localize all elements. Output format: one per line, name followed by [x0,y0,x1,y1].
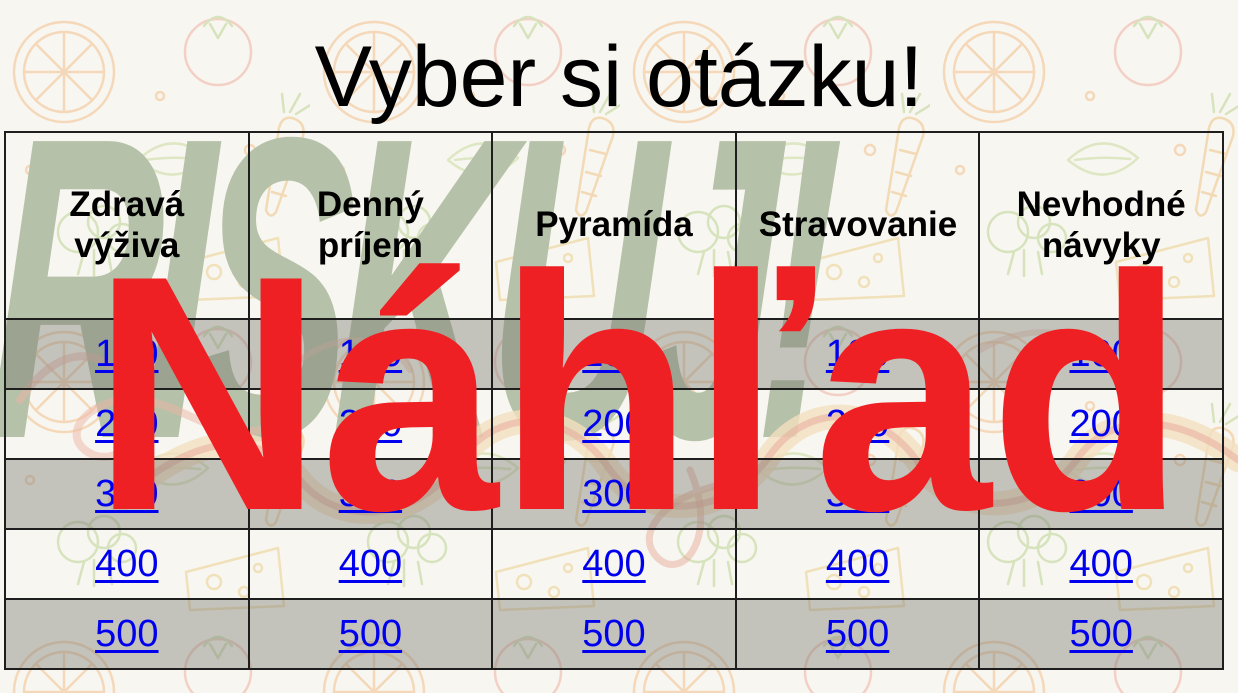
board-cell: 100 [978,318,1224,390]
question-link-nevhodne-navyky-400[interactable]: 400 [1069,543,1133,585]
question-link-pyramida-300[interactable]: 300 [582,473,646,515]
question-link-zdrava-vyziva-100[interactable]: 100 [95,333,159,375]
category-header-zdrava-vyziva: Zdravá výživa [4,131,250,320]
value-row-200: 200 200 200 200 200 [4,388,1224,460]
question-link-nevhodne-navyky-100[interactable]: 100 [1069,333,1133,375]
board-cell: 200 [491,388,737,460]
category-header-row: Zdravá výživa Denný príjem Pyramída Stra… [4,131,1224,320]
question-link-stravovanie-400[interactable]: 400 [825,543,890,585]
question-board: Zdravá výživa Denný príjem Pyramída Stra… [4,131,1224,670]
value-row-400: 400 400 400 400 400 [4,528,1224,600]
question-link-denny-prijem-100[interactable]: 100 [338,333,403,375]
board-cell: 300 [978,458,1224,530]
board-cell: 100 [4,318,250,390]
question-link-stravovanie-500[interactable]: 500 [825,613,890,655]
question-link-pyramida-500[interactable]: 500 [582,613,646,655]
board-cell: 200 [4,388,250,460]
category-header-pyramida: Pyramída [491,131,737,320]
question-link-zdrava-vyziva-300[interactable]: 300 [95,473,159,515]
question-link-denny-prijem-200[interactable]: 200 [338,403,403,445]
board-cell: 400 [4,528,250,600]
board-cell: 200 [734,388,981,460]
board-cell: 400 [491,528,737,600]
question-link-zdrava-vyziva-400[interactable]: 400 [95,543,159,585]
question-link-zdrava-vyziva-500[interactable]: 500 [95,613,159,655]
value-row-500: 500 500 500 500 500 [4,598,1224,670]
question-link-stravovanie-100[interactable]: 100 [825,333,890,375]
board-cell: 500 [978,598,1224,670]
category-header-stravovanie: Stravovanie [734,131,981,320]
question-link-stravovanie-200[interactable]: 200 [825,403,890,445]
value-row-300: 300 300 300 300 300 [4,458,1224,530]
board-cell: 400 [734,528,981,600]
board-cell: 500 [4,598,250,670]
board-cell: 100 [247,318,494,390]
question-link-zdrava-vyziva-200[interactable]: 200 [95,403,159,445]
board-cell: 400 [978,528,1224,600]
board-cell: 500 [247,598,494,670]
page-title: Vyber si otázku! [314,29,924,125]
question-link-pyramida-100[interactable]: 100 [582,333,646,375]
question-link-denny-prijem-300[interactable]: 300 [338,473,403,515]
board-cell: 200 [247,388,494,460]
board-cell: 100 [491,318,737,390]
question-link-pyramida-200[interactable]: 200 [582,403,646,445]
board-cell: 400 [247,528,494,600]
category-header-nevhodne-navyky: Nevhodné návyky [978,131,1224,320]
board-cell: 200 [978,388,1224,460]
board-cell: 500 [734,598,981,670]
board-cell: 300 [491,458,737,530]
question-link-nevhodne-navyky-500[interactable]: 500 [1069,613,1133,655]
question-link-nevhodne-navyky-300[interactable]: 300 [1069,473,1133,515]
board-cell: 500 [491,598,737,670]
board-cell: 300 [247,458,494,530]
board-cell: 100 [734,318,981,390]
question-link-nevhodne-navyky-200[interactable]: 200 [1069,403,1133,445]
question-link-denny-prijem-400[interactable]: 400 [338,543,403,585]
question-link-pyramida-400[interactable]: 400 [582,543,646,585]
preview-watermark: Náhľad [92,206,1185,580]
board-cell: 300 [4,458,250,530]
value-row-100: 100 100 100 100 100 [4,318,1224,390]
question-link-denny-prijem-500[interactable]: 500 [338,613,403,655]
question-link-stravovanie-300[interactable]: 300 [825,473,890,515]
category-header-denny-prijem: Denný príjem [247,131,494,320]
board-cell: 300 [734,458,981,530]
